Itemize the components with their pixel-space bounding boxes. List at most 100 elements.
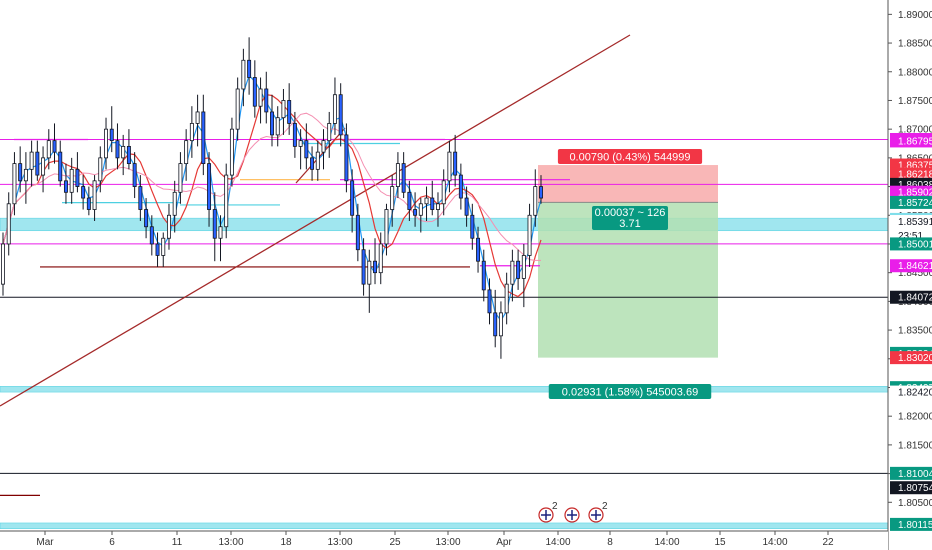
candle-59 <box>338 83 343 147</box>
candle-body <box>189 123 194 142</box>
candle-74 <box>424 186 429 222</box>
candle-body <box>172 191 177 216</box>
candle-body <box>298 140 303 147</box>
candle-body <box>18 163 23 182</box>
price-tag-label: 1.82420 <box>898 388 932 399</box>
candle-body <box>350 180 355 216</box>
candle-44 <box>252 60 257 118</box>
candle-body <box>184 140 189 165</box>
candle-body <box>35 151 40 176</box>
candle-5 <box>29 140 34 187</box>
candle-42 <box>241 48 246 107</box>
candle-91 <box>521 243 526 308</box>
short-position-tool[interactable] <box>538 165 718 358</box>
trend-lines <box>0 34 631 407</box>
candle-body <box>270 111 274 136</box>
price-tag: 1.85724 <box>890 195 932 209</box>
price-axis[interactable]: 1.890001.885001.880001.875001.870001.865… <box>887 0 932 550</box>
candle-body <box>86 197 91 210</box>
price-tag-bg <box>890 237 932 251</box>
candle-body <box>46 140 51 159</box>
candle-body <box>527 214 532 256</box>
candle-body <box>6 203 11 245</box>
time-tick-label: 13:00 <box>218 537 243 548</box>
candle-body <box>58 151 63 182</box>
candle-48 <box>275 106 280 147</box>
time-tick-label: Mar <box>36 537 54 548</box>
price-tick-label: 1.84500 <box>898 268 932 279</box>
candle-body <box>458 174 463 199</box>
candle-body <box>304 140 309 159</box>
event-flag-icon[interactable] <box>564 507 580 523</box>
center-label-line2: 3.71 <box>619 218 640 230</box>
stop-loss-zone[interactable] <box>538 165 718 203</box>
price-tag: 1.80115 <box>890 517 932 531</box>
trend-line-short <box>295 127 346 184</box>
candle-body <box>367 260 372 285</box>
candle-84 <box>481 249 486 302</box>
price-tag-label: 1.83020 <box>898 353 932 364</box>
price-tag: 1.85391 <box>890 215 932 229</box>
candle-61 <box>350 169 355 233</box>
candle-13 <box>75 152 80 193</box>
price-tag-bg <box>890 351 932 365</box>
candle-36 <box>207 152 212 227</box>
price-tag-label: 23:51 <box>898 231 923 242</box>
candle-87 <box>498 301 503 359</box>
event-flag-icon[interactable]: 2 <box>538 501 558 523</box>
candle-76 <box>436 192 440 227</box>
candle-77 <box>441 169 446 216</box>
trend-line-up <box>0 34 631 407</box>
candle-86 <box>493 289 498 348</box>
candle-body <box>1 243 5 285</box>
candle-body <box>504 283 509 314</box>
candle-body <box>235 88 240 130</box>
candle-26 <box>149 215 154 256</box>
candle-94 <box>539 175 543 204</box>
time-tick-label: 25 <box>389 537 401 548</box>
candle-43 <box>247 37 252 95</box>
candle-body <box>332 94 337 124</box>
price-tag-bg <box>890 259 932 273</box>
candlesticks <box>1 37 543 359</box>
price-tick-label: 1.80500 <box>898 498 932 509</box>
event-flag-icon[interactable]: 2 <box>588 501 608 523</box>
event-count: 2 <box>552 501 558 512</box>
candle-body <box>207 163 212 210</box>
candle-88 <box>504 272 509 325</box>
candle-body <box>470 214 475 239</box>
candle-82 <box>470 203 475 250</box>
candle-body <box>12 163 17 205</box>
candle-body <box>69 168 74 193</box>
price-tick-label: 1.88000 <box>898 67 932 78</box>
candle-31 <box>178 152 183 204</box>
candle-body <box>418 203 423 216</box>
candle-body <box>441 180 446 205</box>
price-tag-bg <box>890 481 932 495</box>
candle-body <box>132 163 137 187</box>
candle-body <box>41 157 46 176</box>
candle-body <box>533 186 538 216</box>
price-tag-label: 1.85391 <box>898 217 932 228</box>
candle-34 <box>195 94 200 147</box>
candle-body <box>115 140 120 159</box>
candle-60 <box>344 123 349 193</box>
candle-51 <box>292 111 297 158</box>
time-axis[interactable]: Mar 6 11 13:00 18 13:00 25 13:00 Apr 14:00 8 14:00 1… <box>0 530 888 550</box>
time-tick-label: 18 <box>280 537 292 548</box>
price-tag-label: 1.86795 <box>898 136 932 147</box>
candle-37 <box>212 192 217 262</box>
candle-body <box>264 88 269 113</box>
candle-body <box>487 289 492 314</box>
candle-83 <box>476 226 481 273</box>
price-tag: 1.84072 <box>890 290 932 304</box>
candle-body <box>453 151 458 176</box>
candle-90 <box>516 249 521 290</box>
candle-15 <box>86 186 91 216</box>
candle-body <box>516 260 521 279</box>
candle-8 <box>46 129 51 170</box>
price-tag: 1.85902 <box>890 185 932 199</box>
